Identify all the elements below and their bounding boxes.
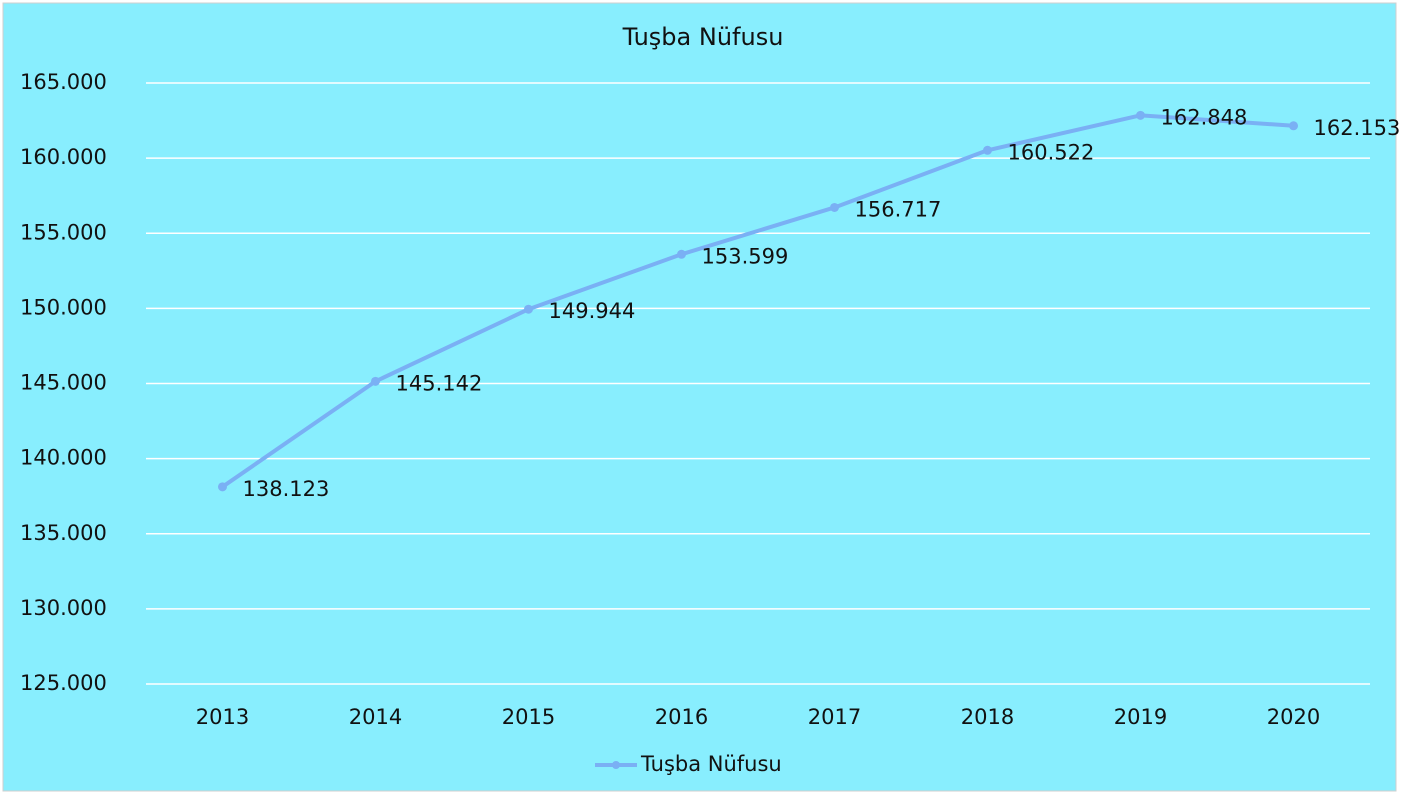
- y-tick-label: 140.000: [20, 446, 107, 470]
- data-point: [677, 249, 686, 259]
- x-tick-label: 2017: [808, 705, 861, 729]
- y-tick-label: 160.000: [20, 145, 107, 169]
- data-point: [983, 145, 992, 155]
- x-tick-label: 2019: [1114, 705, 1167, 729]
- data-point: [1289, 121, 1298, 131]
- y-tick-label: 145.000: [20, 371, 107, 395]
- y-tick-label: 125.000: [20, 671, 107, 695]
- data-label: 149.944: [549, 299, 636, 323]
- data-point: [830, 202, 839, 212]
- x-tick-label: 2013: [196, 705, 249, 729]
- data-point: [1136, 110, 1145, 120]
- legend-label: Tuşba Nüfusu: [640, 752, 782, 776]
- data-point: [524, 304, 533, 314]
- y-tick-label: 150.000: [20, 295, 107, 319]
- y-tick-label: 155.000: [20, 220, 107, 244]
- data-label: 162.153: [1314, 116, 1401, 140]
- data-label: 160.522: [1008, 140, 1095, 164]
- y-tick-label: 165.000: [20, 70, 107, 94]
- x-tick-label: 2020: [1267, 705, 1320, 729]
- series-line: [221, 113, 1294, 489]
- data-point: [218, 482, 227, 492]
- data-label: 156.717: [855, 197, 942, 221]
- x-tick-label: 2016: [655, 705, 708, 729]
- x-tick-label: 2015: [502, 705, 555, 729]
- y-tick-label: 135.000: [20, 521, 107, 545]
- data-label: 153.599: [702, 244, 789, 268]
- data-label: 162.848: [1161, 105, 1248, 129]
- chart-title: Tuşba Nüfusu: [622, 23, 784, 51]
- x-tick-label: 2018: [961, 705, 1014, 729]
- legend-marker: [612, 761, 620, 769]
- data-point: [371, 376, 380, 386]
- y-tick-label: 130.000: [20, 596, 107, 620]
- x-tick-label: 2014: [349, 705, 402, 729]
- data-label: 138.123: [243, 477, 330, 501]
- data-label: 145.142: [396, 371, 483, 395]
